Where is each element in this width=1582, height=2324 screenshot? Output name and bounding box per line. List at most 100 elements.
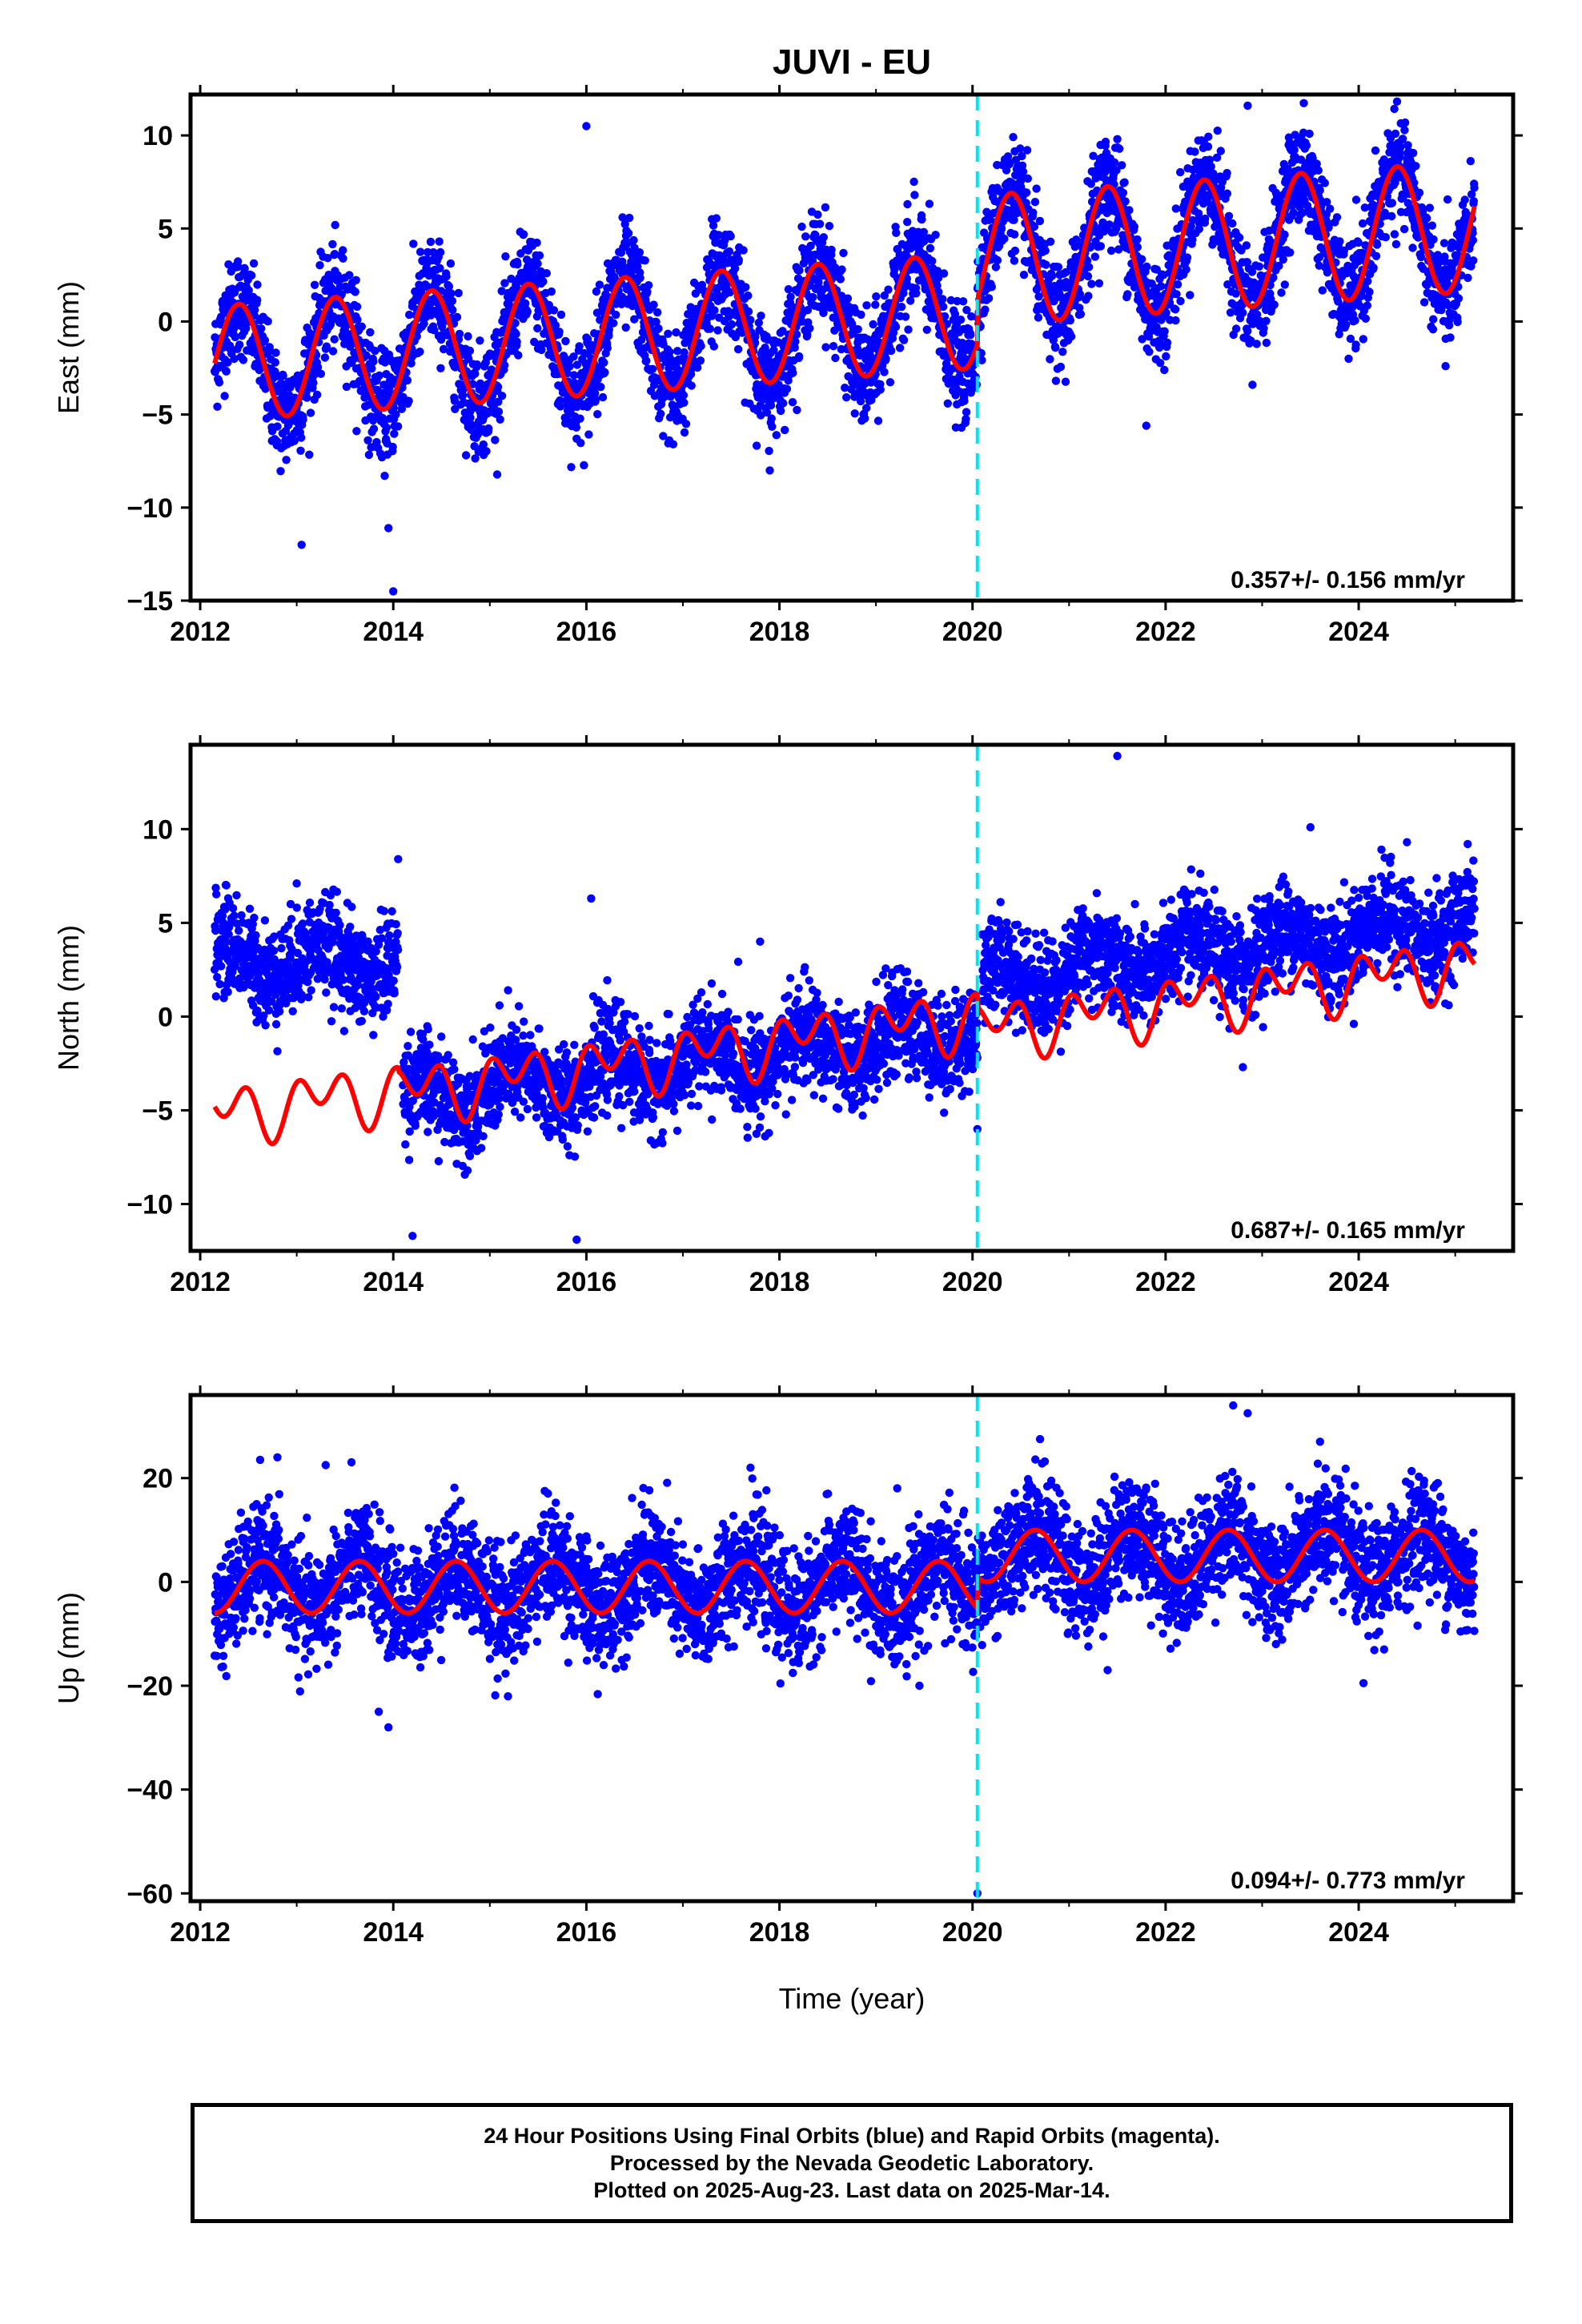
east-point bbox=[1302, 141, 1311, 150]
east-point bbox=[598, 392, 608, 402]
east-point bbox=[1242, 241, 1251, 250]
east-point bbox=[397, 404, 406, 413]
east-point bbox=[500, 279, 509, 287]
east-point bbox=[388, 442, 397, 452]
east-x-tick-label: 2024 bbox=[1328, 617, 1389, 647]
east-point bbox=[862, 301, 871, 310]
east-point bbox=[1415, 188, 1424, 197]
east-point bbox=[330, 335, 339, 344]
east-point bbox=[1125, 206, 1134, 215]
east-point bbox=[679, 391, 689, 400]
east-point bbox=[869, 320, 877, 329]
east-point bbox=[1010, 230, 1019, 239]
east-point bbox=[958, 297, 968, 306]
east-point bbox=[1390, 104, 1399, 114]
east-point bbox=[805, 324, 814, 333]
east-point bbox=[873, 416, 883, 425]
east-point bbox=[620, 219, 629, 229]
east-point bbox=[271, 348, 280, 357]
east-point bbox=[1010, 256, 1019, 265]
east-point bbox=[917, 215, 926, 224]
east-point bbox=[618, 213, 627, 222]
east-point bbox=[1396, 143, 1405, 151]
east-point bbox=[939, 269, 949, 278]
east-point bbox=[382, 423, 391, 432]
east-point bbox=[761, 344, 769, 352]
east-point bbox=[466, 413, 475, 422]
east-point bbox=[757, 312, 765, 320]
east-point bbox=[1191, 147, 1199, 156]
east-point bbox=[331, 220, 339, 230]
east-x-tick-label: 2022 bbox=[1135, 617, 1196, 647]
east-point bbox=[240, 264, 249, 273]
east-y-tick-label: −15 bbox=[126, 586, 173, 617]
east-point bbox=[842, 393, 851, 402]
east-point bbox=[600, 358, 608, 367]
figure-title: JUVI - EU bbox=[773, 42, 931, 82]
east-point bbox=[1280, 230, 1289, 239]
east-point bbox=[322, 342, 331, 351]
east-point bbox=[584, 430, 593, 439]
east-point bbox=[464, 332, 472, 341]
east-point bbox=[654, 324, 663, 333]
east-outlier-point bbox=[1243, 101, 1252, 111]
north-point bbox=[277, 943, 286, 953]
east-point bbox=[1182, 253, 1192, 262]
north-point bbox=[264, 1006, 274, 1015]
east-point bbox=[1363, 277, 1372, 286]
east-point bbox=[533, 324, 542, 333]
east-outlier-point bbox=[1248, 380, 1257, 389]
east-point bbox=[1120, 178, 1129, 187]
east-point bbox=[1110, 158, 1119, 167]
east-point bbox=[1042, 260, 1050, 269]
east-point bbox=[500, 360, 509, 370]
north-point bbox=[245, 904, 255, 914]
east-point bbox=[310, 280, 319, 289]
east-point bbox=[1090, 252, 1100, 261]
east-point bbox=[380, 472, 389, 480]
east-point bbox=[752, 441, 761, 450]
east-point bbox=[741, 283, 750, 292]
north-point bbox=[232, 891, 241, 900]
east-point bbox=[801, 232, 810, 241]
east-point bbox=[1076, 310, 1086, 319]
north-point bbox=[251, 931, 260, 940]
east-point bbox=[1470, 183, 1479, 192]
east-point bbox=[364, 450, 374, 460]
east-point bbox=[353, 316, 362, 324]
east-point bbox=[339, 246, 347, 255]
east-point bbox=[1000, 234, 1009, 243]
east-point bbox=[803, 306, 813, 315]
east-point bbox=[455, 329, 464, 339]
east-point bbox=[530, 337, 539, 347]
east-point bbox=[514, 351, 523, 360]
north-point bbox=[212, 890, 221, 899]
east-point bbox=[1016, 144, 1025, 153]
east-point bbox=[458, 391, 468, 400]
east-point bbox=[725, 287, 734, 297]
east-point bbox=[444, 282, 454, 291]
east-point bbox=[471, 369, 480, 378]
east-point bbox=[772, 431, 781, 440]
east-point bbox=[513, 260, 522, 269]
east-point bbox=[656, 409, 665, 418]
east-point bbox=[1118, 161, 1126, 170]
east-point bbox=[887, 346, 896, 356]
east-point bbox=[1213, 127, 1223, 135]
east-point bbox=[375, 371, 383, 380]
east-point bbox=[512, 329, 520, 339]
east-point bbox=[1344, 354, 1353, 364]
east-point bbox=[1262, 338, 1271, 348]
east-point bbox=[1046, 237, 1055, 246]
east-point bbox=[491, 436, 500, 444]
east-point bbox=[1224, 211, 1234, 220]
east-point bbox=[367, 364, 376, 373]
east-point bbox=[479, 440, 488, 449]
east-point bbox=[1277, 288, 1286, 297]
east-point bbox=[430, 326, 439, 335]
east-outlier-point bbox=[582, 122, 591, 131]
east-point bbox=[687, 381, 696, 390]
east-point bbox=[629, 235, 638, 245]
north-point bbox=[261, 1021, 270, 1030]
